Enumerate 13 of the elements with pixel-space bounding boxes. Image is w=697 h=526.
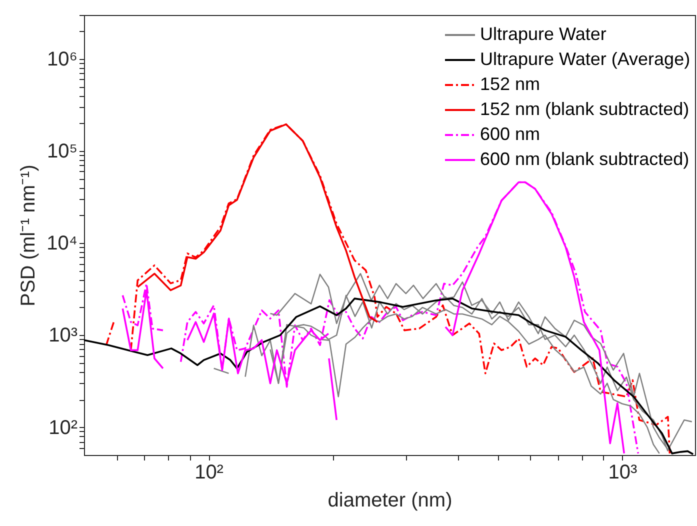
legend-label: Ultrapure Water (Average) (480, 49, 690, 69)
y-tick-label: 10⁶ (47, 48, 78, 70)
legend-label: 152 nm (480, 74, 540, 94)
x-axis-title: diameter (nm) (328, 490, 452, 512)
y-tick-label: 10² (48, 416, 78, 439)
legend-label: Ultrapure Water (480, 24, 606, 44)
legend-label: 600 nm (480, 124, 540, 144)
y-axis-title: PSD (ml⁻¹ nm⁻¹) (18, 164, 40, 306)
legend-label: 600 nm (blank subtracted) (480, 149, 690, 169)
y-tick-label: 10³ (48, 324, 78, 347)
y-tick-label: 10⁴ (46, 232, 78, 255)
y-tick-label: 10⁵ (46, 140, 78, 163)
legend-label: 152 nm (blank subtracted) (480, 99, 690, 119)
